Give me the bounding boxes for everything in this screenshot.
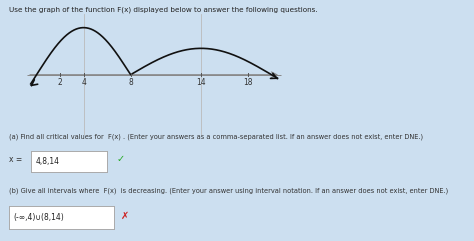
Text: (b) Give all intervals where  F(x)  is decreasing. (Enter your answer using inte: (b) Give all intervals where F(x) is dec… <box>9 188 449 194</box>
Text: 2: 2 <box>58 78 63 87</box>
Text: 4: 4 <box>81 78 86 87</box>
Text: (a) Find all critical values for  F(x) . (Enter your answers as a comma-separate: (a) Find all critical values for F(x) . … <box>9 134 424 140</box>
Text: 4,8,14: 4,8,14 <box>36 157 59 166</box>
Text: 18: 18 <box>243 78 253 87</box>
Text: 8: 8 <box>128 78 133 87</box>
Text: Use the graph of the function F(x) displayed below to answer the following quest: Use the graph of the function F(x) displ… <box>9 6 318 13</box>
Text: ✓: ✓ <box>116 154 124 164</box>
Text: x =: x = <box>9 154 23 164</box>
Text: 14: 14 <box>196 78 206 87</box>
Text: (-∞,4)∪(8,14): (-∞,4)∪(8,14) <box>14 213 64 222</box>
Text: ✗: ✗ <box>121 211 129 221</box>
